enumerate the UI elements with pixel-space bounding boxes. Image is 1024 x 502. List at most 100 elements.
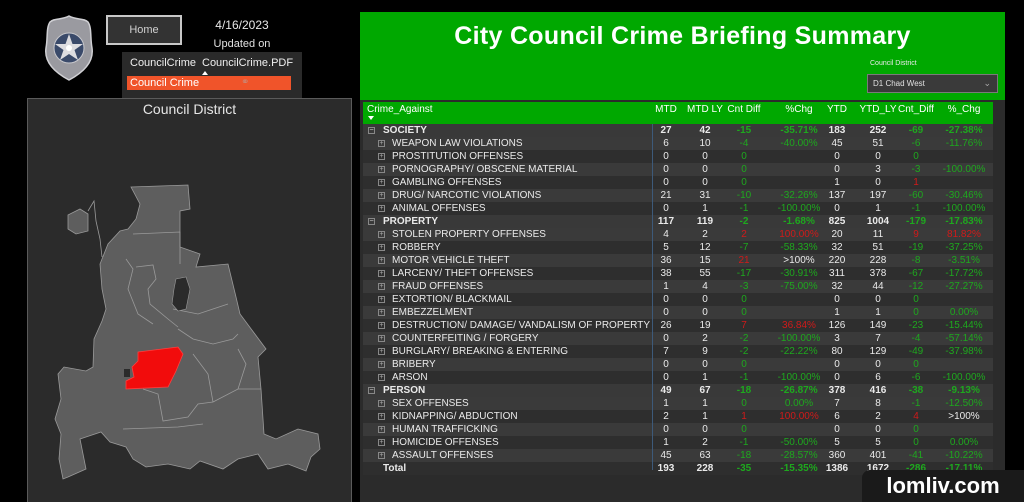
cell-cnt: 0 — [741, 151, 747, 162]
home-button[interactable]: Home — [106, 15, 182, 45]
table-row[interactable]: + MOTOR VEHICLE THEFT 36 15 21 >100% 220 228 -8 -… — [363, 254, 993, 267]
cell-ytd: 0 — [834, 294, 840, 305]
table-group-row[interactable]: − SOCIETY 27 42 -15 -35.71% 183 252 -69 -27.38% — [363, 124, 993, 137]
district-map[interactable] — [28, 99, 353, 502]
table-row[interactable]: + COUNTERFEITING / FORGERY 0 2 -2 -100.00% 3 7 -… — [363, 332, 993, 345]
table-row[interactable]: + DESTRUCTION/ DAMAGE/ VANDALISM OF PROPE… — [363, 319, 993, 332]
expand-icon[interactable]: + — [378, 140, 385, 147]
cell-mtd-ly: 0 — [702, 424, 708, 435]
table-row[interactable]: + GAMBLING OFFENSES 0 0 0 1 0 1 — [363, 176, 993, 189]
expand-icon[interactable]: + — [378, 426, 385, 433]
expand-icon[interactable]: + — [378, 153, 385, 160]
cell-mtd: 36 — [660, 255, 672, 266]
expand-icon[interactable]: + — [378, 244, 385, 251]
table-row[interactable]: + ARSON 0 1 -1 -100.00% 0 6 -6 -100.00% — [363, 371, 993, 384]
council-district-map-panel: Council District — [27, 98, 352, 502]
row-label: PERSON — [383, 385, 426, 396]
row-label: SOCIETY — [383, 125, 427, 136]
table-row[interactable]: + ANIMAL OFFENSES 0 1 -1 -100.00% 0 1 -1 -100.00% — [363, 202, 993, 215]
table-row[interactable]: + BRIBERY 0 0 0 0 0 0 — [363, 358, 993, 371]
expand-icon[interactable]: + — [378, 231, 385, 238]
table-row[interactable]: + EXTORTION/ BLACKMAIL 0 0 0 0 0 0 — [363, 293, 993, 306]
expand-icon[interactable]: + — [378, 192, 385, 199]
cell-pct: 100.00% — [779, 229, 819, 240]
cell-pct2: -17.83% — [945, 216, 983, 227]
table-row[interactable]: + FRAUD OFFENSES 1 4 -3 -75.00% 32 44 -12 -27.27% — [363, 280, 993, 293]
col-crime-against[interactable]: Crime_Against — [367, 104, 433, 115]
expand-icon[interactable]: + — [378, 205, 385, 212]
table-row[interactable]: + STOLEN PROPERTY OFFENSES 4 2 2 100.00% 20 11 9… — [363, 228, 993, 241]
cell-cnt: -1 — [739, 437, 749, 448]
table-row[interactable]: + LARCENY/ THEFT OFFENSES 38 55 -17 -30.91% 31… — [363, 267, 993, 280]
row-label: ROBBERY — [392, 242, 441, 253]
table-row[interactable]: + HOMICIDE OFFENSES 1 2 -1 -50.00% 5 5 0 0.00% — [363, 436, 993, 449]
table-row[interactable]: + PORNOGRAPHY/ OBSCENE MATERIAL 0 0 0 0 3 -3 -10… — [363, 163, 993, 176]
expand-icon[interactable]: + — [378, 257, 385, 264]
expand-icon[interactable]: + — [378, 348, 385, 355]
table-group-row[interactable]: − PROPERTY 117 119 -2 -1.68% 825 1004 -179 -17.83… — [363, 215, 993, 228]
cell-cnt: -3 — [739, 281, 749, 292]
table-row[interactable]: + EMBEZZELMENT 0 0 0 1 1 0 0.00% — [363, 306, 993, 319]
table-row[interactable]: + HUMAN TRAFFICKING 0 0 0 0 0 0 — [363, 423, 993, 436]
expand-icon[interactable]: + — [378, 413, 385, 420]
col-pct-chg-ytd[interactable]: %_Chg — [947, 104, 981, 115]
expand-icon[interactable]: + — [378, 452, 385, 459]
expand-icon[interactable]: + — [378, 322, 385, 329]
table-group-row[interactable]: − PERSON 49 67 -18 -26.87% 378 416 -38 -9.13% — [363, 384, 993, 397]
expand-icon[interactable]: + — [378, 179, 385, 186]
cell-ytd-ly: 0 — [875, 294, 881, 305]
collapse-icon[interactable]: − — [368, 127, 375, 134]
nav-item-council-crime[interactable]: Council Crime ⚭ — [127, 76, 291, 90]
cell-pct: -35.71% — [780, 125, 818, 136]
table-row[interactable]: + DRUG/ NARCOTIC VIOLATIONS 21 31 -10 -32.26%… — [363, 189, 993, 202]
col-cnt-diff[interactable]: Cnt Diff — [727, 104, 761, 115]
col-mtd-ly[interactable]: MTD LY — [687, 104, 723, 115]
cell-ytd: 5 — [834, 437, 840, 448]
table-row[interactable]: + KIDNAPPING/ ABDUCTION 2 1 1 100.00% 6 2 4 >100% — [363, 410, 993, 423]
page-scrollbar[interactable] — [1005, 12, 1024, 502]
cell-pct: -32.26% — [780, 190, 818, 201]
nav-tab-councilcrime[interactable]: CouncilCrime — [130, 57, 197, 69]
expand-icon[interactable]: + — [378, 361, 385, 368]
table-total-row[interactable]: Total 193 228 -35 -15.35% 1386 1672 -286 -17.11% — [363, 462, 993, 475]
cell-ytd: 7 — [834, 398, 840, 409]
expand-icon[interactable]: + — [378, 270, 385, 277]
col-ytd[interactable]: YTD — [827, 104, 847, 115]
cell-pct2: -11.76% — [945, 138, 983, 149]
cell-pct2: -3.51% — [948, 255, 980, 266]
expand-icon[interactable]: + — [378, 309, 385, 316]
table-row[interactable]: + WEAPON LAW VIOLATIONS 6 10 -4 -40.00% 45 51 -6… — [363, 137, 993, 150]
row-label: HOMICIDE OFFENSES — [392, 437, 499, 448]
council-district-dropdown[interactable]: D1 Chad West ⌄ — [867, 74, 998, 93]
col-mtd[interactable]: MTD — [655, 104, 677, 115]
table-row[interactable]: + ROBBERY 5 12 -7 -58.33% 32 51 -19 -37.25% — [363, 241, 993, 254]
col-ytd-ly[interactable]: YTD_LY — [859, 104, 897, 115]
collapse-icon[interactable]: − — [368, 218, 375, 225]
nav-tab-councilcrime-pdf[interactable]: CouncilCrime.PDF — [202, 57, 294, 69]
expand-icon[interactable]: + — [378, 296, 385, 303]
col-pct-chg[interactable]: %Chg — [785, 104, 813, 115]
cell-pct2: -12.50% — [945, 398, 983, 409]
cell-pct2: -15.44% — [945, 320, 983, 331]
cell-cnt: 2 — [741, 229, 747, 240]
table-row[interactable]: + BURGLARY/ BREAKING & ENTERING 7 9 -2 -22.22… — [363, 345, 993, 358]
table-row[interactable]: + ASSAULT OFFENSES 45 63 -18 -28.57% 360 401 -41… — [363, 449, 993, 462]
expand-icon[interactable]: + — [378, 374, 385, 381]
sort-descending-icon[interactable] — [368, 116, 374, 120]
expand-icon[interactable]: + — [378, 283, 385, 290]
expand-icon[interactable]: + — [378, 166, 385, 173]
col-cnt-diff-ytd[interactable]: Cnt_Diff — [898, 104, 934, 115]
expand-icon[interactable]: + — [378, 335, 385, 342]
cell-cnt: -1 — [739, 203, 749, 214]
collapse-icon[interactable]: − — [368, 387, 375, 394]
table-row[interactable]: + PROSTITUTION OFFENSES 0 0 0 0 0 0 — [363, 150, 993, 163]
expand-icon[interactable]: + — [378, 439, 385, 446]
cell-ytd-ly: 6 — [875, 372, 881, 383]
cell-pct2: -9.13% — [948, 385, 980, 396]
cell-ytd: 183 — [828, 125, 846, 136]
cell-ytd-ly: 0 — [875, 151, 881, 162]
cell-cnt2: -8 — [911, 255, 921, 266]
expand-icon[interactable]: + — [378, 400, 385, 407]
district-shape — [54, 184, 321, 480]
table-row[interactable]: + SEX OFFENSES 1 1 0 0.00% 7 8 -1 -12.50% — [363, 397, 993, 410]
